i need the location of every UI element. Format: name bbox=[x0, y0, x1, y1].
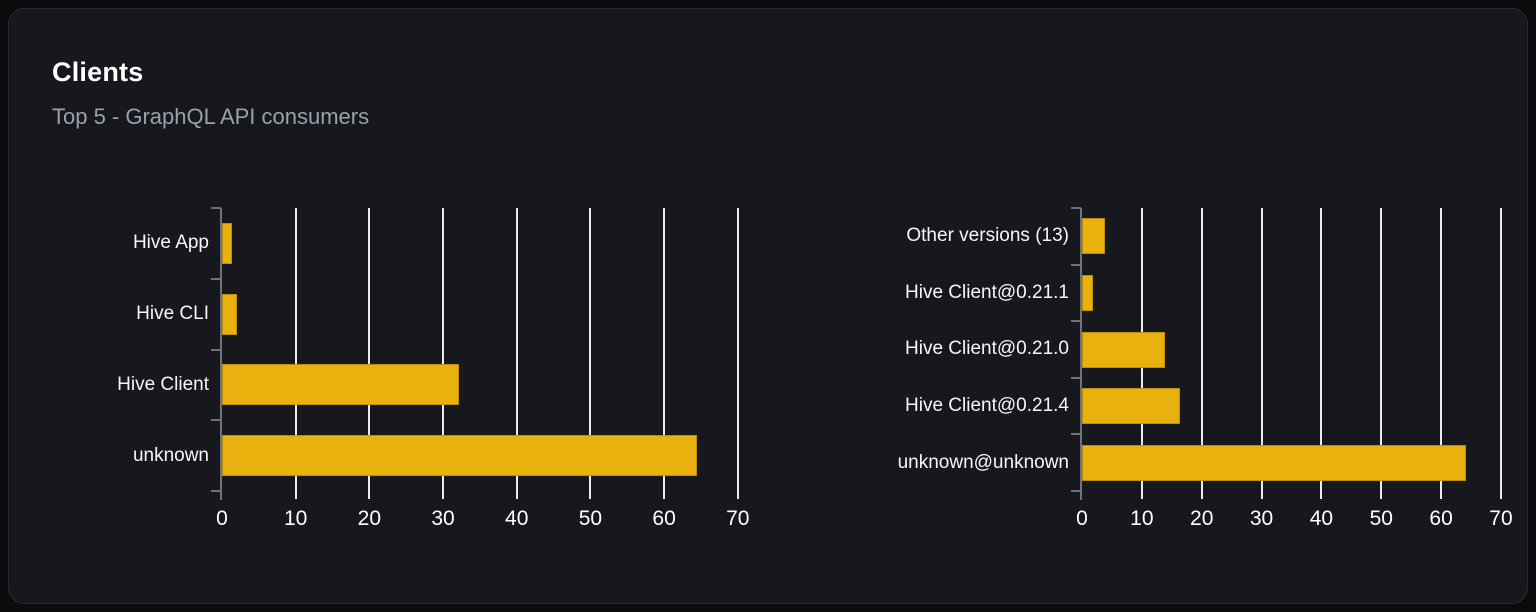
x-axis-tick-label: 40 bbox=[505, 507, 529, 530]
bar-hive-client-0-21-0[interactable] bbox=[1082, 331, 1165, 368]
category-label: Hive Client@0.21.1 bbox=[905, 281, 1069, 303]
bar-chart-clients: 0 10 20 30 40 50 60 70 Hive App Hive CLI Hive Clie… bbox=[117, 207, 749, 530]
gridline-40 bbox=[515, 208, 518, 499]
bar-chart-client-versions: 0 10 20 30 40 50 60 70 Other versions (13) Hive C… bbox=[898, 207, 1513, 530]
category-label: unknown bbox=[132, 444, 209, 466]
bar-hive-client[interactable] bbox=[222, 364, 460, 406]
x-axis-tick-label: 10 bbox=[1130, 507, 1154, 530]
gridline-40 bbox=[1320, 208, 1323, 499]
bar-hive-app[interactable] bbox=[222, 222, 232, 264]
x-axis-tick-label: 10 bbox=[283, 507, 308, 530]
category-label: Hive App bbox=[132, 232, 209, 254]
x-axis-tick-label: 0 bbox=[216, 507, 228, 530]
category-axis-tick bbox=[1071, 264, 1081, 266]
x-axis-tick-label: 60 bbox=[652, 507, 676, 530]
bar-hive-cli[interactable] bbox=[222, 293, 237, 335]
gridline-50 bbox=[589, 208, 592, 499]
gridline-70 bbox=[736, 208, 739, 499]
gridline-20 bbox=[368, 208, 371, 499]
card-subtitle: Top 5 - GraphQL API consumers bbox=[52, 104, 370, 129]
category-axis-tick bbox=[1071, 320, 1081, 322]
bar-hive-client-0-21-1[interactable] bbox=[1082, 274, 1094, 311]
category-axis-tick bbox=[1071, 490, 1081, 492]
gridline-70 bbox=[1499, 208, 1502, 499]
category-axis-tick bbox=[1071, 377, 1081, 379]
category-axis-tick bbox=[211, 278, 221, 280]
gridline-30 bbox=[1260, 208, 1263, 499]
category-axis-tick bbox=[211, 419, 221, 421]
category-axis-tick bbox=[211, 490, 221, 492]
x-axis-tick-label: 60 bbox=[1429, 507, 1453, 530]
bar-unknown[interactable] bbox=[222, 435, 698, 477]
category-axis-tick bbox=[211, 207, 221, 209]
category-axis-tick bbox=[1071, 433, 1081, 435]
category-label: unknown@unknown bbox=[897, 451, 1069, 473]
category-axis-line bbox=[220, 208, 222, 500]
x-axis-tick-label: 50 bbox=[1369, 507, 1393, 530]
category-label: Hive Client@0.21.0 bbox=[905, 338, 1069, 360]
category-axis-tick bbox=[1071, 207, 1081, 209]
gridline-10 bbox=[294, 208, 297, 499]
gridline-20 bbox=[1200, 208, 1203, 499]
bar-unknown-unknown[interactable] bbox=[1082, 444, 1466, 481]
bar-other-versions-13-[interactable] bbox=[1082, 218, 1106, 255]
x-axis-tick-label: 30 bbox=[1249, 507, 1274, 530]
category-axis-tick bbox=[211, 349, 221, 351]
gridline-60 bbox=[1440, 208, 1443, 499]
x-axis-tick-label: 40 bbox=[1309, 507, 1334, 530]
x-axis-tick-label: 20 bbox=[1190, 507, 1214, 530]
category-axis-line bbox=[1080, 208, 1082, 500]
bar-hive-client-0-21-4[interactable] bbox=[1082, 388, 1181, 425]
category-label: Hive Client bbox=[117, 373, 209, 395]
clients-card: Clients Top 5 - GraphQL API consumers 0 1… bbox=[8, 8, 1528, 604]
x-axis-tick-label: 0 bbox=[1076, 507, 1088, 530]
x-axis-tick-label: 30 bbox=[431, 507, 455, 530]
x-axis-tick-label: 70 bbox=[726, 507, 750, 530]
x-axis-tick-label: 20 bbox=[357, 507, 382, 530]
category-label: Hive CLI bbox=[136, 303, 209, 325]
category-label: Hive Client@0.21.4 bbox=[905, 395, 1069, 417]
card-title: Clients bbox=[52, 57, 144, 87]
gridline-60 bbox=[663, 208, 666, 499]
category-label: Other versions (13) bbox=[906, 225, 1069, 247]
x-axis-tick-label: 50 bbox=[578, 507, 603, 530]
gridline-30 bbox=[442, 208, 445, 499]
x-axis-tick-label: 70 bbox=[1489, 507, 1513, 530]
gridline-50 bbox=[1380, 208, 1383, 499]
